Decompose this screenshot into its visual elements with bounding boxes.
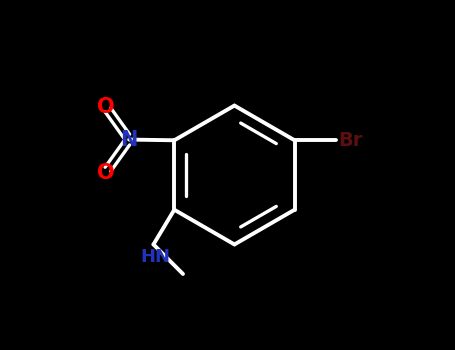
Text: O: O bbox=[97, 162, 114, 183]
Text: N: N bbox=[121, 130, 138, 149]
Text: Br: Br bbox=[338, 131, 362, 150]
Text: O: O bbox=[97, 97, 114, 117]
Text: HN: HN bbox=[140, 248, 170, 266]
